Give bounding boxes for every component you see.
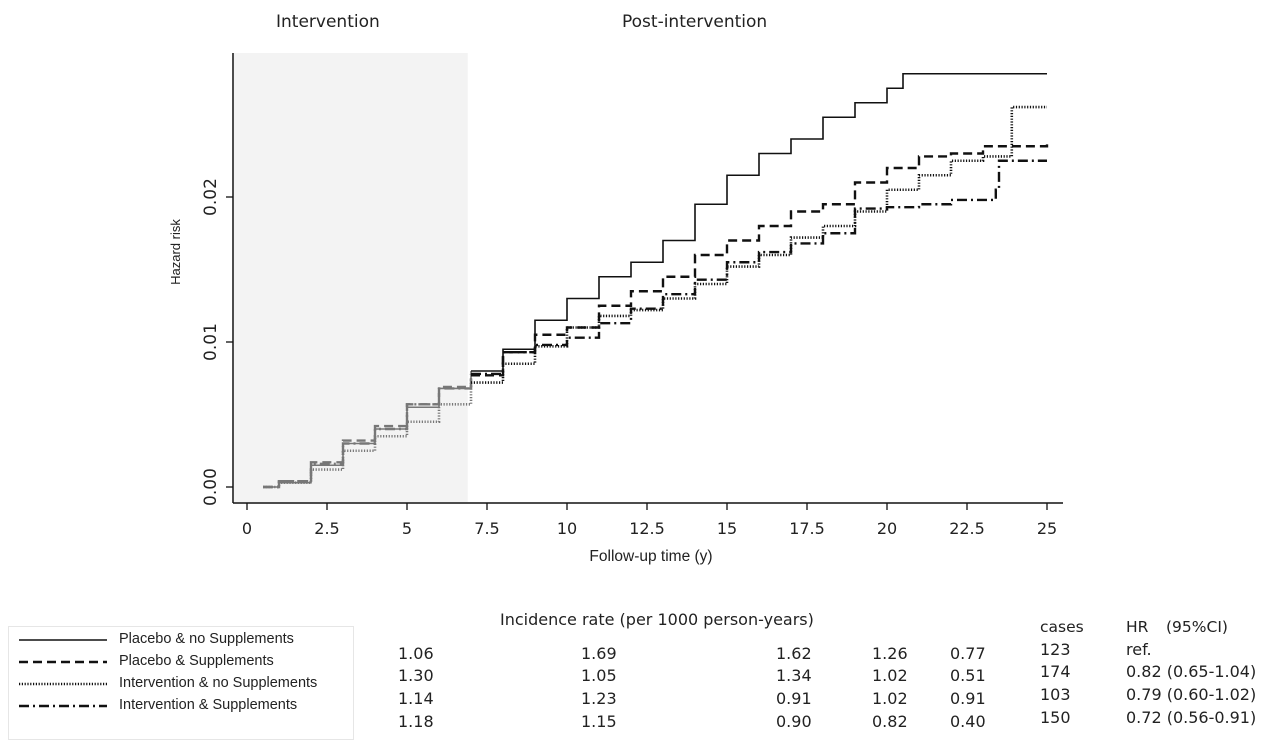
rate-cell-r2-c1: 1.23: [581, 689, 617, 708]
hr-cell-r0: ref.: [1126, 640, 1152, 659]
x-tick-label-2: 5: [402, 519, 412, 538]
rate-cell-r3-c1: 1.15: [581, 712, 617, 731]
cases-cell-r2: 103: [1040, 685, 1071, 704]
cases-cell-r0: 123: [1040, 640, 1071, 659]
legend-label-3: Intervention & Supplements: [119, 697, 298, 713]
series-line-2-intervention: [263, 382, 473, 489]
y-tick-label-2: 0.02: [201, 178, 221, 216]
phase-label-intervention: Intervention: [276, 12, 380, 32]
hr-cell-r1: 0.82 (0.65-1.04): [1126, 662, 1257, 681]
rate-cell-r1-c1: 1.05: [581, 666, 617, 685]
series-line-3-intervention: [263, 373, 473, 489]
rate-cell-r3-c4: 0.40: [950, 712, 986, 731]
rate-cell-r2-c4: 0.91: [950, 689, 986, 708]
rate-cell-r2-c2: 0.91: [776, 689, 812, 708]
x-tick-label-7: 17.5: [789, 519, 825, 538]
rate-cell-r3-c3: 0.82: [872, 712, 908, 731]
legend-swatch-3: [19, 704, 107, 708]
series-line-0: [471, 72, 1047, 372]
cases-cell-r1: 174: [1040, 662, 1071, 681]
x-tick-label-5: 12.5: [629, 519, 665, 538]
series-line-3: [471, 159, 1047, 376]
rate-cell-r1-c3: 1.02: [872, 666, 908, 685]
x-tick-label-9: 22.5: [949, 519, 985, 538]
legend-swatch-2: [19, 682, 107, 686]
legend-label-0: Placebo & no Supplements: [119, 631, 294, 647]
y-axis-title: Hazard risk: [168, 219, 183, 285]
legend-swatch-1: [19, 660, 107, 664]
x-tick-label-4: 10: [557, 519, 577, 538]
legend-item-1: Placebo & Supplements: [9, 651, 353, 673]
incidence-table-title: Incidence rate (per 1000 person-years): [500, 610, 814, 629]
legend-label-2: Intervention & no Supplements: [119, 675, 318, 691]
ci-header: (95%CI): [1166, 618, 1228, 636]
rate-cell-r0-c3: 1.26: [872, 644, 908, 663]
rate-cell-r2-c3: 1.02: [872, 689, 908, 708]
rate-cell-r3-c0: 1.18: [398, 712, 434, 731]
rate-cell-r1-c4: 0.51: [950, 666, 986, 685]
series-line-2: [471, 105, 1047, 384]
x-tick-label-10: 25: [1037, 519, 1057, 538]
x-tick-label-0: 0: [242, 519, 252, 538]
x-tick-label-6: 15: [717, 519, 737, 538]
x-tick-label-3: 7.5: [474, 519, 499, 538]
rate-cell-r2-c0: 1.14: [398, 689, 434, 708]
y-tick-label-0: 0.00: [201, 468, 221, 506]
rate-cell-r3-c2: 0.90: [776, 712, 812, 731]
phase-label-post-intervention: Post-intervention: [622, 12, 768, 32]
x-axis-title: Follow-up time (y): [589, 548, 712, 565]
legend-swatch-0: [19, 639, 107, 641]
x-tick-label-8: 20: [877, 519, 897, 538]
legend-item-0: Placebo & no Supplements: [9, 629, 353, 651]
rate-cell-r1-c2: 1.34: [776, 666, 812, 685]
y-tick-label-1: 0.01: [201, 323, 221, 361]
legend-item-2: Intervention & no Supplements: [9, 673, 353, 695]
hr-cell-r2: 0.79 (0.60-1.02): [1126, 685, 1257, 704]
series-line-1-intervention: [263, 375, 473, 489]
rate-cell-r0-c1: 1.69: [581, 644, 617, 663]
x-tick-label-1: 2.5: [314, 519, 339, 538]
legend-label-1: Placebo & Supplements: [119, 653, 274, 669]
legend-item-3: Intervention & Supplements: [9, 695, 353, 717]
cases-header: cases: [1040, 618, 1084, 636]
intervention-period-shading: [234, 53, 468, 502]
rate-cell-r1-c0: 1.30: [398, 666, 434, 685]
hr-cell-r3: 0.72 (0.56-0.91): [1126, 708, 1257, 727]
rate-cell-r0-c4: 0.77: [950, 644, 986, 663]
rate-cell-r0-c0: 1.06: [398, 644, 434, 663]
cases-cell-r3: 150: [1040, 708, 1071, 727]
hr-header: HR: [1126, 618, 1149, 636]
chart-legend: Placebo & no Supplements Placebo & Supple…: [8, 626, 354, 740]
rate-cell-r0-c2: 1.62: [776, 644, 812, 663]
